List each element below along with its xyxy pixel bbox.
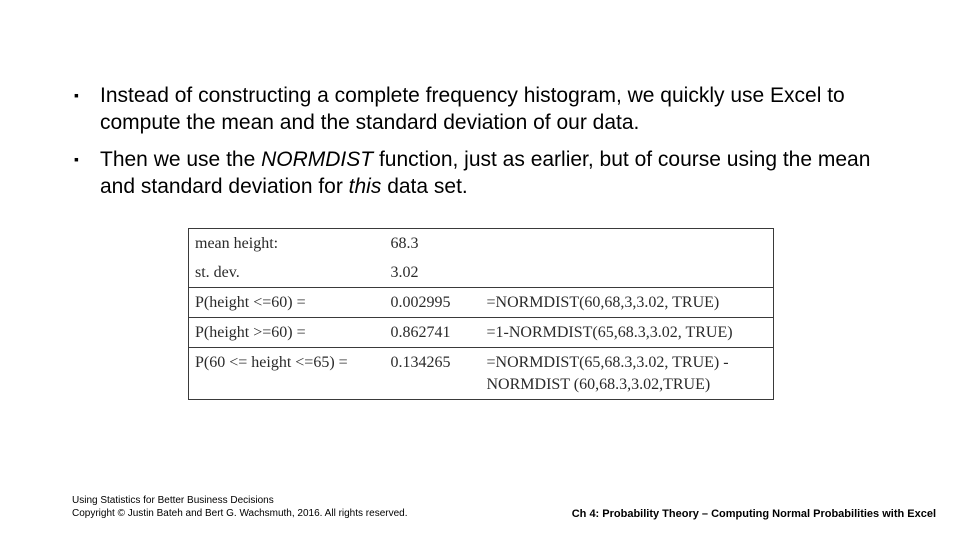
table-cell: 0.134265 xyxy=(385,348,481,400)
table-row: P(height >=60) =0.862741=1-NORMDIST(65,6… xyxy=(189,318,774,348)
data-table-wrap: mean height:68.3st. dev.3.02P(height <=6… xyxy=(188,228,774,400)
footer-left: Using Statistics for Better Business Dec… xyxy=(72,494,408,520)
table-cell: P(height <=60) = xyxy=(189,288,385,318)
table-cell: =NORMDIST(65,68.3,3.02, TRUE) - NORMDIST… xyxy=(481,348,774,400)
bullet-list: ▪Instead of constructing a complete freq… xyxy=(72,82,892,210)
table-row: P(height <=60) =0.002995=NORMDIST(60,68,… xyxy=(189,288,774,318)
table-row: P(60 <= height <=65) =0.134265=NORMDIST(… xyxy=(189,348,774,400)
bullet-marker-icon: ▪ xyxy=(72,82,100,108)
table-row: mean height:68.3 xyxy=(189,229,774,259)
table-cell: 0.862741 xyxy=(385,318,481,348)
bullet-marker-icon: ▪ xyxy=(72,146,100,172)
data-table: mean height:68.3st. dev.3.02P(height <=6… xyxy=(188,228,774,400)
footer-right: Ch 4: Probability Theory – Computing Nor… xyxy=(572,508,936,520)
table-cell xyxy=(481,229,774,259)
table-cell: P(60 <= height <=65) = xyxy=(189,348,385,400)
slide: ▪Instead of constructing a complete freq… xyxy=(0,0,960,540)
footer-left-line2: Copyright © Justin Bateh and Bert G. Wac… xyxy=(72,507,408,520)
table-cell: =1-NORMDIST(65,68.3,3.02, TRUE) xyxy=(481,318,774,348)
footer: Using Statistics for Better Business Dec… xyxy=(72,494,936,520)
table-cell: 68.3 xyxy=(385,229,481,259)
bullet-text: Instead of constructing a complete frequ… xyxy=(100,82,892,136)
data-table-body: mean height:68.3st. dev.3.02P(height <=6… xyxy=(189,229,774,400)
table-cell: =NORMDIST(60,68,3,3.02, TRUE) xyxy=(481,288,774,318)
table-cell: 3.02 xyxy=(385,258,481,288)
table-cell: 0.002995 xyxy=(385,288,481,318)
table-cell: st. dev. xyxy=(189,258,385,288)
bullet-item: ▪Then we use the NORMDIST function, just… xyxy=(72,146,892,200)
bullet-item: ▪Instead of constructing a complete freq… xyxy=(72,82,892,136)
bullet-text: Then we use the NORMDIST function, just … xyxy=(100,146,892,200)
footer-left-line1: Using Statistics for Better Business Dec… xyxy=(72,494,408,507)
table-cell: mean height: xyxy=(189,229,385,259)
table-cell: P(height >=60) = xyxy=(189,318,385,348)
table-row: st. dev.3.02 xyxy=(189,258,774,288)
table-cell xyxy=(481,258,774,288)
